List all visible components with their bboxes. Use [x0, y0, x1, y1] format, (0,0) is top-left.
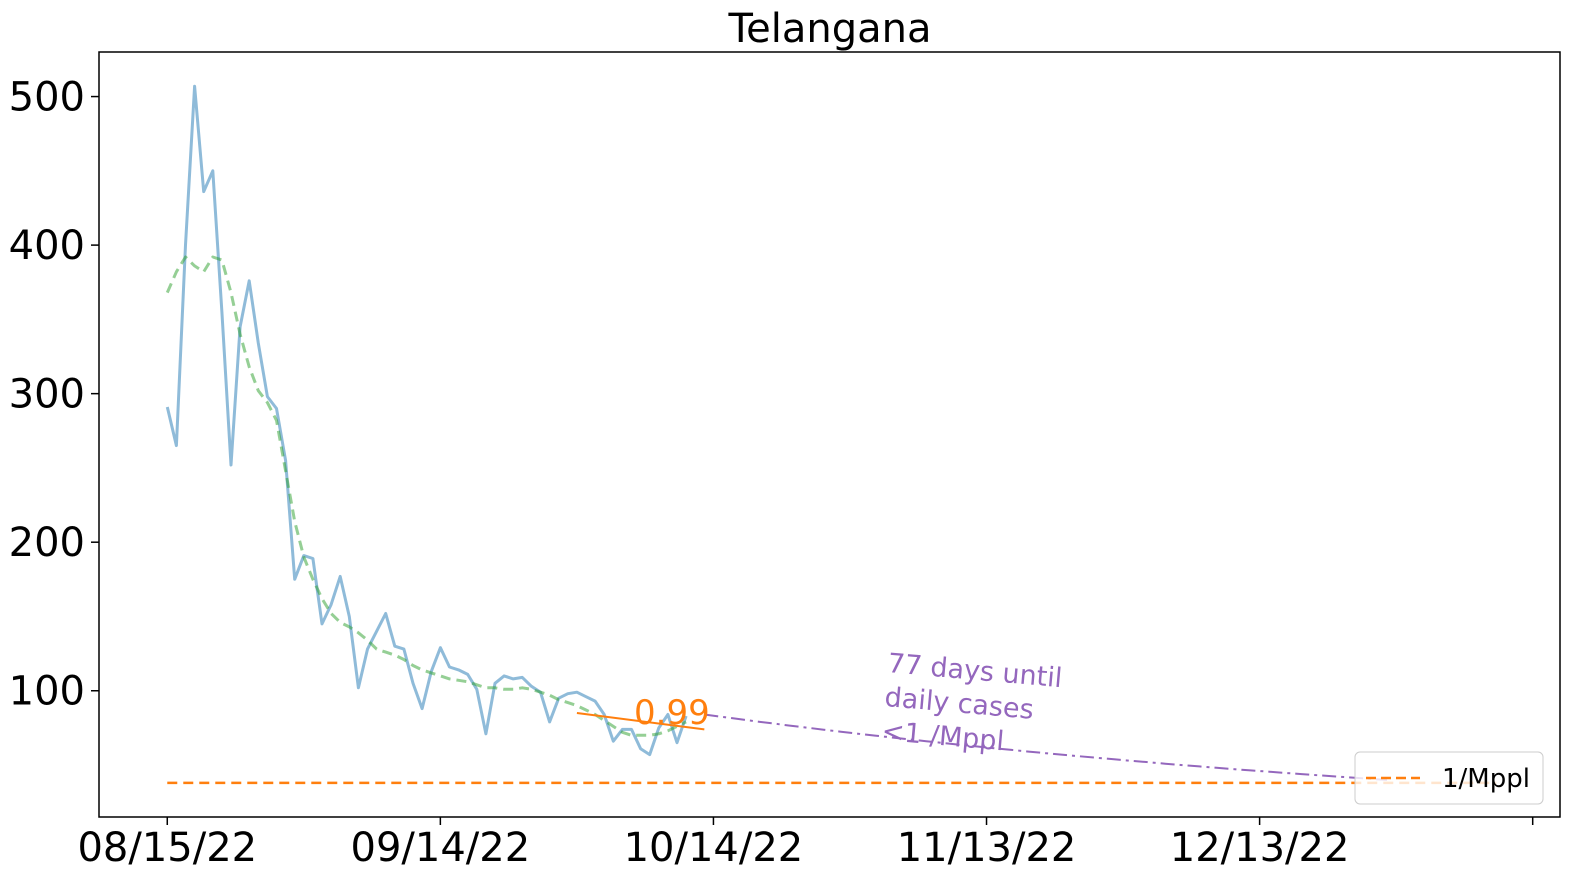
- projection-line: [704, 713, 1388, 781]
- x-tick-label-1: 09/14/22: [351, 825, 531, 871]
- x-tick-label-4: 12/13/22: [1170, 825, 1350, 871]
- legend-box: [1354, 751, 1544, 805]
- x-tick-label-2: 10/14/22: [624, 825, 804, 871]
- annotation: 77 days until daily cases <1 /Mppl: [880, 648, 1063, 758]
- series-line-daily: [165, 84, 688, 757]
- x-tick-label-0: 08/15/22: [77, 825, 257, 871]
- y-tick-label-100: 100: [9, 669, 85, 715]
- x-tick-label-3: 11/13/22: [897, 825, 1077, 871]
- plot-frame: [98, 51, 1561, 818]
- chart-marks: [165, 84, 1497, 785]
- chart-title: Telangana: [728, 6, 932, 52]
- y-tick-label-200: 200: [9, 520, 85, 566]
- trend-slope-label: 0.99: [634, 693, 710, 733]
- legend: 1/Mppl: [1354, 751, 1544, 805]
- annotation-line-3: <1 /Mppl: [880, 716, 1005, 758]
- trend-fit-line: [576, 712, 705, 731]
- legend-entry-1mppl: 1/Mppl: [1442, 764, 1530, 794]
- y-tick-label-300: 300: [9, 372, 85, 418]
- y-tick-label-500: 500: [9, 75, 85, 121]
- y-axis: 100 200 300 400 500: [9, 75, 99, 715]
- plot-area: [98, 51, 1561, 818]
- x-axis: 08/15/22 09/14/22 10/14/22 11/13/22 12/13/22: [77, 817, 1534, 871]
- series-line-smoothed: [165, 255, 687, 737]
- y-tick-label-400: 400: [9, 223, 85, 269]
